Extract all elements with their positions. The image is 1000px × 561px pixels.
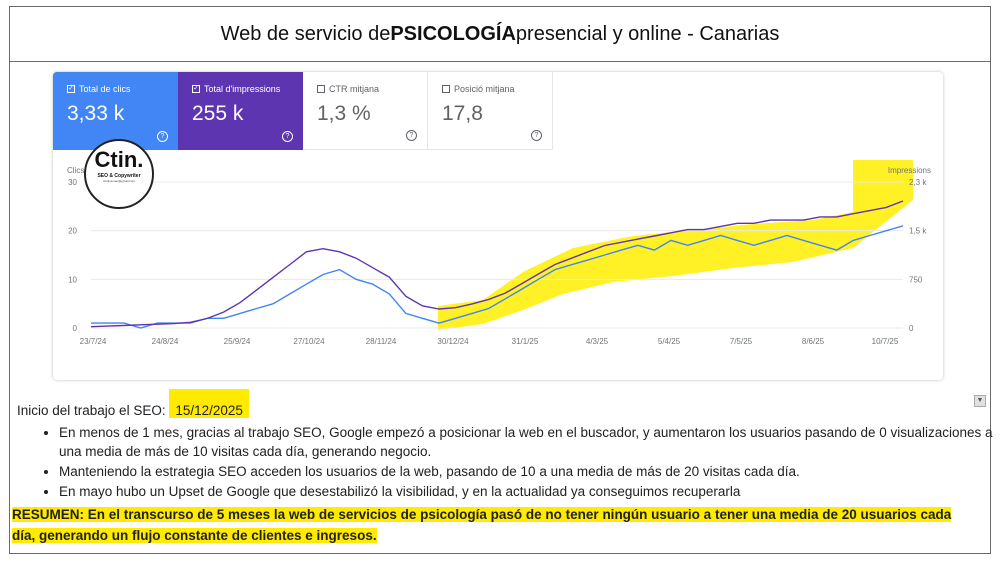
title-suffix: presencial y online - Canarias	[515, 22, 780, 45]
help-icon[interactable]: ?	[157, 131, 168, 142]
search-console-screenshot: ✓ Total de clics 3,33 k ? ✓ Total d'impres…	[53, 72, 943, 380]
x-tick-label: 5/4/25	[658, 337, 681, 346]
metric-card-ctr[interactable]: CTR mitjana 1,3 % ?	[303, 72, 428, 150]
x-tick-label: 28/11/24	[366, 337, 397, 346]
metric-value: 3,33 k	[67, 102, 125, 125]
metric-value: 1,3 %	[317, 102, 371, 125]
performance-chart: 30 2,3 k 20 1,5 k 10 750 0 0 Clics Impressions 23/…	[67, 160, 931, 346]
x-tick-label: 23/7/24	[80, 337, 107, 346]
brand-logo: Ctin. SEO & Copywriter cristina.seo@gmai…	[84, 139, 154, 209]
help-icon[interactable]: ?	[406, 130, 417, 141]
right-tick-label: 750	[909, 275, 923, 284]
page-title: Web de servicio de PSICOLOGÍA presencial…	[10, 7, 990, 62]
title-bold: PSICOLOGÍA	[390, 22, 516, 45]
list-item: En menos de 1 mes, gracias al trabajo SE…	[59, 423, 999, 461]
metric-value: 17,8	[442, 102, 483, 125]
left-tick-label: 0	[73, 324, 78, 333]
dropdown-arrow-icon[interactable]: ▼	[974, 395, 986, 407]
x-tick-label: 30/12/24	[437, 337, 469, 346]
checkbox-icon[interactable]	[317, 85, 325, 93]
metric-label: CTR mitjana	[329, 84, 380, 94]
metric-label: Total d'impressions	[204, 84, 281, 94]
series-line-clics	[91, 225, 904, 329]
metric-cards: ✓ Total de clics 3,33 k ? ✓ Total d'impres…	[53, 72, 553, 150]
left-axis-label: Clics	[67, 166, 84, 175]
series-line-impressions	[90, 200, 904, 328]
left-tick-label: 10	[68, 275, 77, 284]
summary-highlight: RESUMEN: En el transcurso de 5 meses la …	[12, 507, 952, 543]
metric-card-clicks[interactable]: ✓ Total de clics 3,33 k ?	[53, 72, 178, 150]
highlight-band	[438, 160, 913, 330]
metric-label: Posició mitjana	[454, 84, 515, 94]
help-icon[interactable]: ?	[282, 131, 293, 142]
left-tick-label: 20	[68, 227, 77, 236]
description-section: ▼ Inicio del trabajo el SEO: 15/12/2025 …	[9, 389, 993, 554]
logo-subtitle: SEO & Copywriter	[97, 173, 141, 179]
x-tick-label: 8/6/25	[802, 337, 825, 346]
checkbox-icon[interactable]: ✓	[67, 85, 75, 93]
metric-card-impressions[interactable]: ✓ Total d'impressions 255 k ?	[178, 72, 303, 150]
logo-contact: cristina.seo@gmail.com	[103, 179, 135, 183]
intro-prefix: Inicio del trabajo el SEO:	[17, 403, 170, 418]
logo-brand: Ctin.	[94, 147, 144, 172]
metric-value: 255 k	[192, 102, 244, 125]
x-tick-label: 7/5/25	[730, 337, 753, 346]
x-tick-label: 4/3/25	[586, 337, 609, 346]
list-item: Manteniendo la estrategia SEO acceden lo…	[59, 462, 999, 481]
right-tick-label: 0	[909, 324, 914, 333]
bullet-list: En menos de 1 mes, gracias al trabajo SE…	[17, 423, 999, 502]
title-prefix: Web de servicio de	[220, 22, 391, 45]
metric-label: Total de clics	[79, 84, 131, 94]
checkbox-icon[interactable]	[442, 85, 450, 93]
left-tick-label: 30	[68, 178, 77, 187]
right-axis-label: Impressions	[888, 166, 931, 175]
intro-line: Inicio del trabajo el SEO: 15/12/2025	[17, 389, 249, 418]
help-icon[interactable]: ?	[531, 130, 542, 141]
start-date: 15/12/2025	[169, 389, 249, 418]
checkbox-icon[interactable]: ✓	[192, 85, 200, 93]
x-tick-label: 31/1/25	[512, 337, 539, 346]
x-tick-label: 24/8/24	[152, 337, 179, 346]
x-tick-label: 27/10/24	[293, 337, 325, 346]
x-tick-label: 25/9/24	[224, 337, 251, 346]
right-tick-label: 1,5 k	[909, 227, 927, 236]
summary-text: RESUMEN: En el transcurso de 5 meses la …	[12, 504, 972, 546]
right-tick-label: 2,3 k	[909, 178, 927, 187]
metric-card-position[interactable]: Posició mitjana 17,8 ?	[428, 72, 553, 150]
x-tick-label: 10/7/25	[872, 337, 899, 346]
document-frame: Web de servicio de PSICOLOGÍA presencial…	[9, 6, 991, 554]
list-item: En mayo hubo un Upset de Google que dese…	[59, 482, 999, 501]
